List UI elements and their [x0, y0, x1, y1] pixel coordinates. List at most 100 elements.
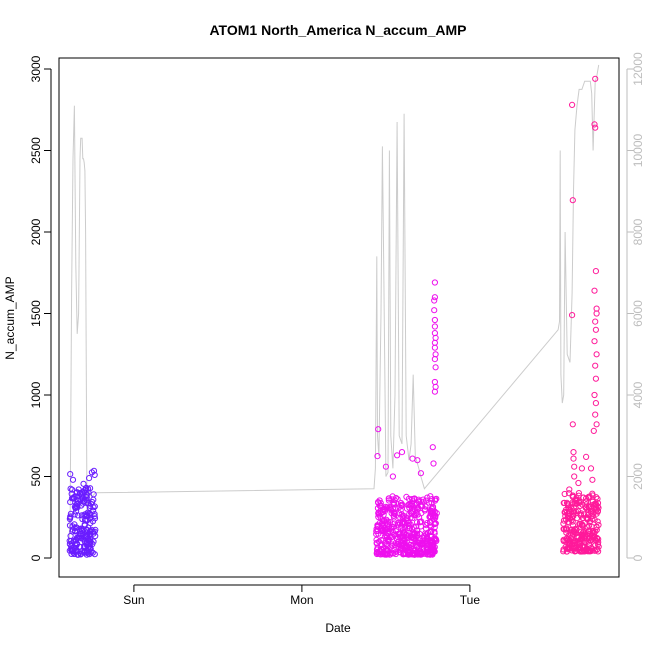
- data-point: [405, 523, 413, 530]
- data-point: [429, 543, 436, 550]
- data-point: [593, 421, 600, 428]
- plot-frame: [58, 57, 620, 578]
- x-tick-label: Sun: [123, 593, 144, 607]
- data-point: [429, 504, 437, 512]
- data-point: [592, 362, 599, 369]
- data-point: [78, 512, 85, 519]
- data-point: [410, 512, 418, 519]
- data-point: [66, 547, 73, 554]
- data-point: [593, 310, 600, 317]
- data-point: [73, 508, 80, 515]
- data-point: [563, 545, 570, 552]
- data-point: [419, 498, 426, 505]
- data-point: [431, 378, 438, 386]
- y-tick-label: 500: [29, 466, 43, 486]
- data-point: [432, 364, 439, 371]
- data-point: [424, 494, 431, 501]
- data-point: [388, 506, 395, 513]
- data-point: [390, 514, 398, 521]
- data-point: [375, 509, 382, 516]
- data-point: [433, 537, 440, 545]
- data-point: [415, 536, 422, 543]
- data-point: [91, 471, 98, 478]
- data-point: [417, 470, 424, 477]
- data-point: [72, 527, 79, 534]
- data-point: [68, 543, 75, 550]
- data-point: [87, 545, 94, 552]
- data-point: [73, 489, 80, 496]
- data-point: [569, 531, 577, 538]
- data-point: [592, 124, 599, 131]
- x-tick-label: Tue: [460, 593, 481, 607]
- cluster-3: [560, 75, 602, 555]
- data-point: [69, 476, 77, 483]
- y-tick-label: 3000: [29, 55, 43, 82]
- data-point: [409, 531, 416, 538]
- data-point: [90, 467, 98, 474]
- data-point: [569, 197, 576, 204]
- data-point: [427, 510, 434, 517]
- data-point: [398, 511, 405, 518]
- data-point: [394, 452, 401, 459]
- data-point: [414, 527, 421, 534]
- points-layer: [66, 75, 602, 558]
- data-point: [580, 543, 588, 550]
- data-point: [583, 495, 590, 502]
- data-point: [431, 356, 438, 363]
- data-point: [393, 548, 400, 555]
- data-point: [431, 307, 438, 314]
- data-point: [423, 547, 430, 554]
- data-point: [382, 463, 389, 470]
- y-tick-label: 2500: [29, 137, 43, 164]
- data-point: [72, 493, 79, 500]
- data-point: [86, 475, 93, 482]
- data-point: [420, 546, 427, 553]
- data-point: [575, 479, 582, 487]
- right-tick-label: 10000: [631, 133, 645, 167]
- data-point: [84, 509, 91, 516]
- data-point: [595, 539, 602, 546]
- data-point: [592, 400, 600, 407]
- data-point: [80, 480, 87, 487]
- data-point: [396, 530, 403, 537]
- data-point: [398, 541, 405, 548]
- right-tick-label: 12000: [631, 52, 645, 86]
- data-point: [570, 539, 577, 546]
- data-point: [561, 490, 568, 498]
- data-point: [429, 444, 436, 451]
- right-tick-label: 4000: [631, 381, 645, 408]
- data-point: [571, 473, 578, 480]
- data-point: [403, 531, 410, 538]
- cluster-2: [373, 279, 440, 558]
- data-point: [67, 471, 74, 478]
- data-point: [592, 375, 600, 382]
- data-point: [563, 535, 570, 542]
- data-point: [579, 501, 586, 508]
- data-point: [416, 519, 424, 526]
- data-point: [375, 499, 382, 506]
- data-point: [570, 455, 577, 462]
- data-point: [398, 449, 406, 456]
- data-point: [589, 547, 596, 554]
- data-point: [583, 453, 590, 460]
- data-point: [378, 520, 385, 527]
- data-point: [79, 490, 87, 497]
- data-point: [409, 534, 416, 541]
- data-point: [592, 318, 599, 325]
- data-point: [573, 525, 580, 532]
- data-point: [591, 516, 598, 523]
- data-point: [391, 511, 398, 518]
- data-point: [591, 121, 598, 128]
- right-tick-label: 2000: [631, 463, 645, 490]
- data-point: [377, 545, 385, 553]
- data-point: [582, 539, 589, 546]
- data-point: [375, 530, 382, 537]
- data-point: [376, 497, 383, 504]
- data-point: [380, 506, 387, 513]
- data-point: [565, 504, 572, 511]
- data-point: [391, 497, 398, 504]
- data-point: [406, 504, 413, 511]
- data-point: [413, 519, 421, 526]
- data-point: [90, 504, 97, 511]
- data-point: [86, 504, 94, 511]
